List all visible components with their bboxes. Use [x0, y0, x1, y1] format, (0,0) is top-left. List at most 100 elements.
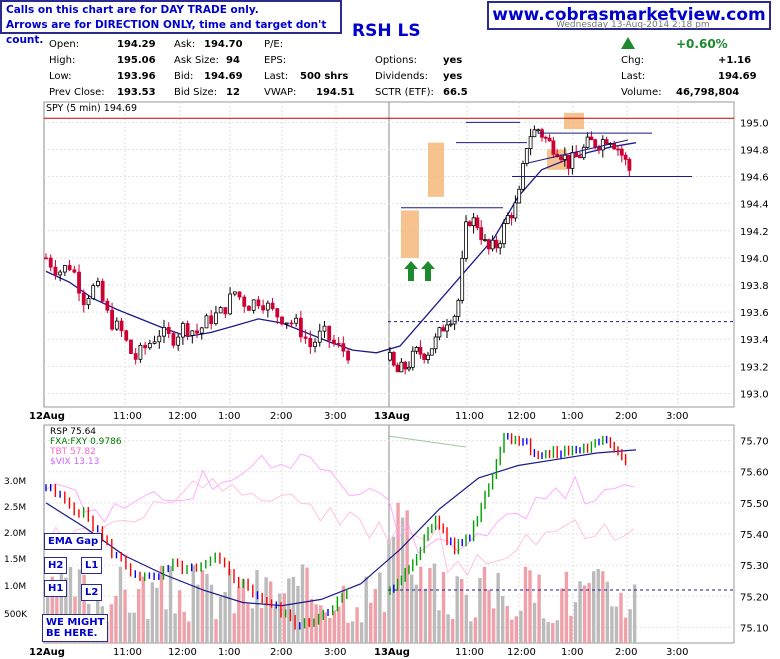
highlight-box — [401, 210, 419, 258]
candle-body — [448, 323, 453, 326]
candle-body — [426, 354, 430, 360]
prev-close-value: 193.53 — [117, 87, 156, 98]
volume-bar — [341, 585, 346, 643]
x-tick-label: 12:00 — [507, 411, 536, 422]
x-tick-label: 2:00 — [615, 411, 637, 422]
timestamp: Wednesday 13-Aug-2014 2:18 pm — [556, 20, 710, 30]
candle-body — [505, 215, 510, 224]
up-arrow-icon — [421, 261, 435, 281]
volume-bar — [510, 619, 514, 643]
volume-bar — [237, 586, 241, 643]
y-tick-label: 75.30 — [740, 561, 769, 572]
x-tick-label: 1:00 — [218, 411, 240, 422]
candle-body — [479, 227, 484, 241]
y-tick-label: 75.70 — [740, 437, 769, 448]
candle-body — [464, 221, 468, 259]
candle-body — [589, 136, 594, 141]
volume-bars — [46, 502, 637, 643]
volume-bar — [127, 612, 132, 643]
candle-body — [452, 315, 457, 325]
candle-body — [593, 139, 598, 148]
options-value: yes — [443, 55, 463, 66]
volume-bar — [537, 574, 541, 643]
volume-bar — [355, 607, 359, 643]
last2-value: 194.69 — [718, 71, 757, 82]
candle-body — [265, 302, 270, 311]
chg-label: Chg: — [621, 55, 645, 66]
ask-value: 194.70 — [204, 39, 243, 50]
candle-body — [44, 257, 48, 260]
candle-body — [346, 350, 350, 361]
dividends-value: yes — [443, 71, 463, 82]
volume-bar — [255, 570, 259, 643]
volume-bar — [287, 578, 291, 643]
volume-bar — [364, 576, 368, 643]
volume-bar — [505, 605, 509, 643]
vwap-label: VWAP: — [264, 87, 297, 98]
we-might-line-2: BE HERE. — [46, 628, 98, 639]
candle-body — [528, 136, 533, 149]
volume-bar — [205, 574, 209, 643]
candle-body — [627, 158, 632, 171]
volume-bar — [369, 602, 373, 643]
candle-body — [199, 327, 204, 334]
ask-size-label: Ask Size: — [174, 55, 219, 66]
volume-bar — [182, 611, 186, 643]
candle-body — [247, 305, 251, 311]
bid-size-value: 12 — [226, 87, 240, 98]
candle-body — [86, 298, 91, 306]
candle-body — [251, 299, 256, 311]
axis-ticks: 12Aug 12Aug 11:00 11:00 12:00 12:00 1:00 1:00 2:… — [4, 118, 769, 658]
candle-body — [91, 285, 96, 299]
x-tick-label: 11:00 — [455, 411, 484, 422]
volume-bar — [82, 574, 86, 643]
candle-body — [414, 347, 419, 352]
volume-bar — [264, 577, 268, 643]
we-might-label: WE MIGHT BE HERE. — [42, 614, 109, 642]
volume-bar — [114, 595, 118, 643]
up-arrow-icon — [404, 261, 418, 281]
sctr-value: 66.5 — [443, 87, 468, 98]
candle-body — [341, 343, 346, 352]
volume-tick-label: 2.0M — [4, 529, 26, 539]
candle-body — [124, 330, 129, 341]
candle-body — [313, 341, 317, 348]
volume-bar — [373, 589, 377, 643]
up-triangle-icon — [621, 37, 635, 49]
l2-label: L2 — [81, 584, 103, 601]
website-link[interactable]: www.cobrasmarketview.com — [487, 1, 771, 30]
volume-bar — [232, 613, 236, 643]
candle-body — [171, 333, 176, 346]
h2-label: H2 — [44, 557, 68, 574]
candle-body — [166, 326, 171, 334]
open-value: 194.29 — [117, 39, 156, 50]
candle-body — [275, 308, 280, 318]
candle-body — [294, 317, 299, 324]
volume-bar — [501, 596, 505, 643]
volume-bar — [532, 602, 537, 643]
volume-bar — [146, 618, 150, 643]
volume-bar — [77, 569, 82, 643]
ask-label: Ask: — [174, 39, 196, 50]
y-tick-label: 75.50 — [740, 499, 769, 510]
volume-bar — [118, 566, 123, 643]
volume-bar — [546, 622, 550, 643]
volume-bar — [414, 584, 418, 643]
candle-body — [119, 320, 124, 332]
trendline — [527, 139, 629, 164]
volume-bar — [196, 584, 200, 643]
candle-body — [53, 266, 58, 276]
candle-body — [100, 280, 105, 302]
volume-bar — [601, 571, 605, 643]
low-value: 193.96 — [117, 71, 156, 82]
last2-label: Last: — [621, 71, 646, 82]
candle-body — [441, 327, 446, 332]
x-tick-label: 12:00 — [507, 647, 536, 658]
ticker-title: RSH LS — [352, 21, 421, 41]
volume-tick-label: 2.5M — [4, 503, 26, 513]
candle-body — [303, 336, 308, 339]
volume-bar — [218, 596, 223, 643]
vwap-value: 194.51 — [316, 87, 355, 98]
volume-bar — [405, 510, 409, 643]
